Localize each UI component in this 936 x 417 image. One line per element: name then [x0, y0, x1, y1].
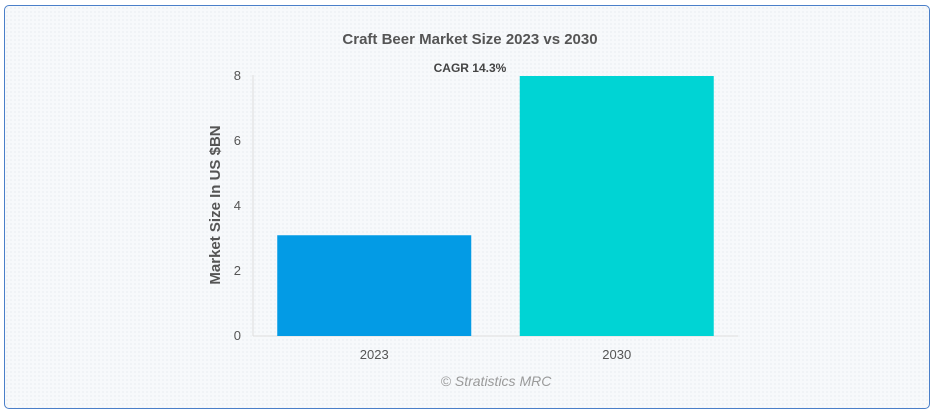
y-tick-label: 4 — [234, 198, 241, 213]
bar-2023 — [277, 235, 472, 336]
y-axis-label: Market Size In US $BN — [207, 125, 224, 284]
x-tick-group: 2023 2030 — [360, 347, 631, 362]
y-tick-label: 2 — [234, 263, 241, 278]
chart-frame — [4, 5, 930, 409]
bar-group — [277, 76, 714, 336]
y-tick-label: 0 — [234, 328, 241, 343]
y-tick-label: 8 — [234, 68, 241, 83]
y-tick-label: 6 — [234, 133, 241, 148]
y-tick-group: 0 2 4 6 8 — [234, 68, 241, 343]
chart-title: Craft Beer Market Size 2023 vs 2030 — [342, 31, 597, 48]
x-tick-label: 2030 — [602, 347, 631, 362]
cagr-annotation: CAGR 14.3% — [434, 61, 507, 75]
x-tick-label: 2023 — [360, 347, 389, 362]
credit-text: © Stratistics MRC — [441, 373, 553, 389]
bar-2030 — [519, 76, 714, 336]
